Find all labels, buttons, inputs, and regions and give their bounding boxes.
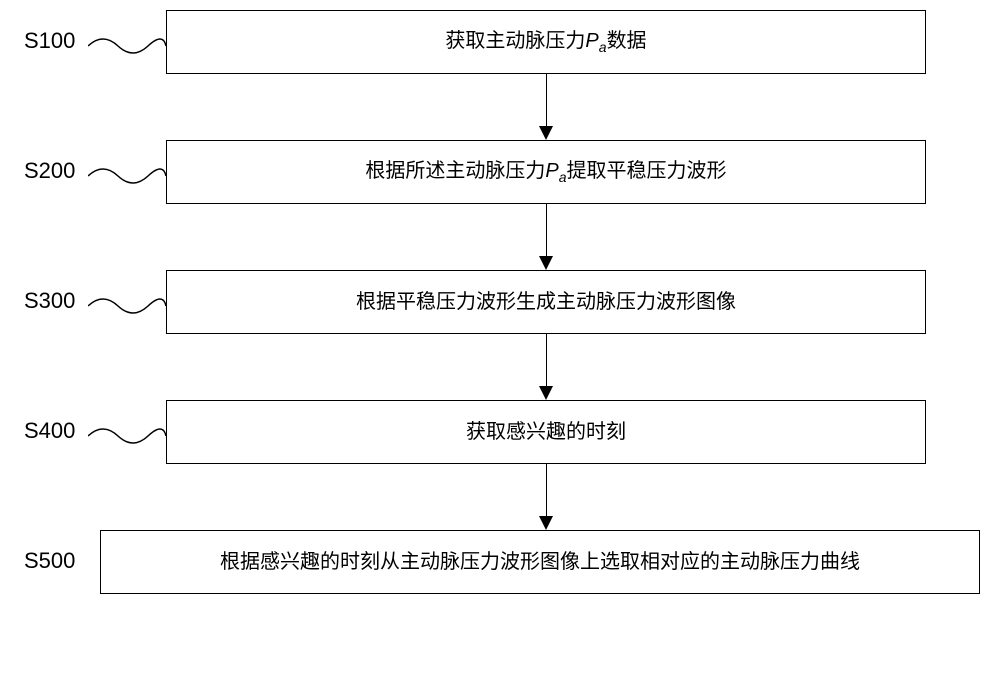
arrow-head-icon xyxy=(539,256,553,270)
flowchart-canvas: S100 获取主动脉压力Pa数据 S200 根据所述主动脉压力Pa提取平稳压力波… xyxy=(0,0,1000,680)
step-box-s400: 获取感兴趣的时刻 xyxy=(166,400,926,464)
arrow-head-icon xyxy=(539,516,553,530)
arrow-head-icon xyxy=(539,126,553,140)
step-text: 获取感兴趣的时刻 xyxy=(466,418,626,446)
step-text: 根据感兴趣的时刻从主动脉压力波形图像上选取相对应的主动脉压力曲线 xyxy=(220,548,860,576)
step-box-s500: 根据感兴趣的时刻从主动脉压力波形图像上选取相对应的主动脉压力曲线 xyxy=(100,530,980,594)
wave-connector xyxy=(88,36,166,56)
step-label-s500: S500 xyxy=(24,548,75,574)
wave-connector xyxy=(88,166,166,186)
step-label-s400: S400 xyxy=(24,418,75,444)
step-text: 获取主动脉压力Pa数据 xyxy=(445,27,646,58)
step-text: 根据平稳压力波形生成主动脉压力波形图像 xyxy=(356,288,736,316)
arrow-head-icon xyxy=(539,386,553,400)
arrow xyxy=(546,334,547,386)
step-box-s100: 获取主动脉压力Pa数据 xyxy=(166,10,926,74)
wave-connector xyxy=(88,296,166,316)
step-label-s200: S200 xyxy=(24,158,75,184)
arrow xyxy=(546,204,547,256)
step-label-s300: S300 xyxy=(24,288,75,314)
step-box-s300: 根据平稳压力波形生成主动脉压力波形图像 xyxy=(166,270,926,334)
arrow xyxy=(546,74,547,126)
wave-connector xyxy=(88,426,166,446)
step-text: 根据所述主动脉压力Pa提取平稳压力波形 xyxy=(365,157,726,188)
step-box-s200: 根据所述主动脉压力Pa提取平稳压力波形 xyxy=(166,140,926,204)
arrow xyxy=(546,464,547,516)
step-label-s100: S100 xyxy=(24,28,75,54)
